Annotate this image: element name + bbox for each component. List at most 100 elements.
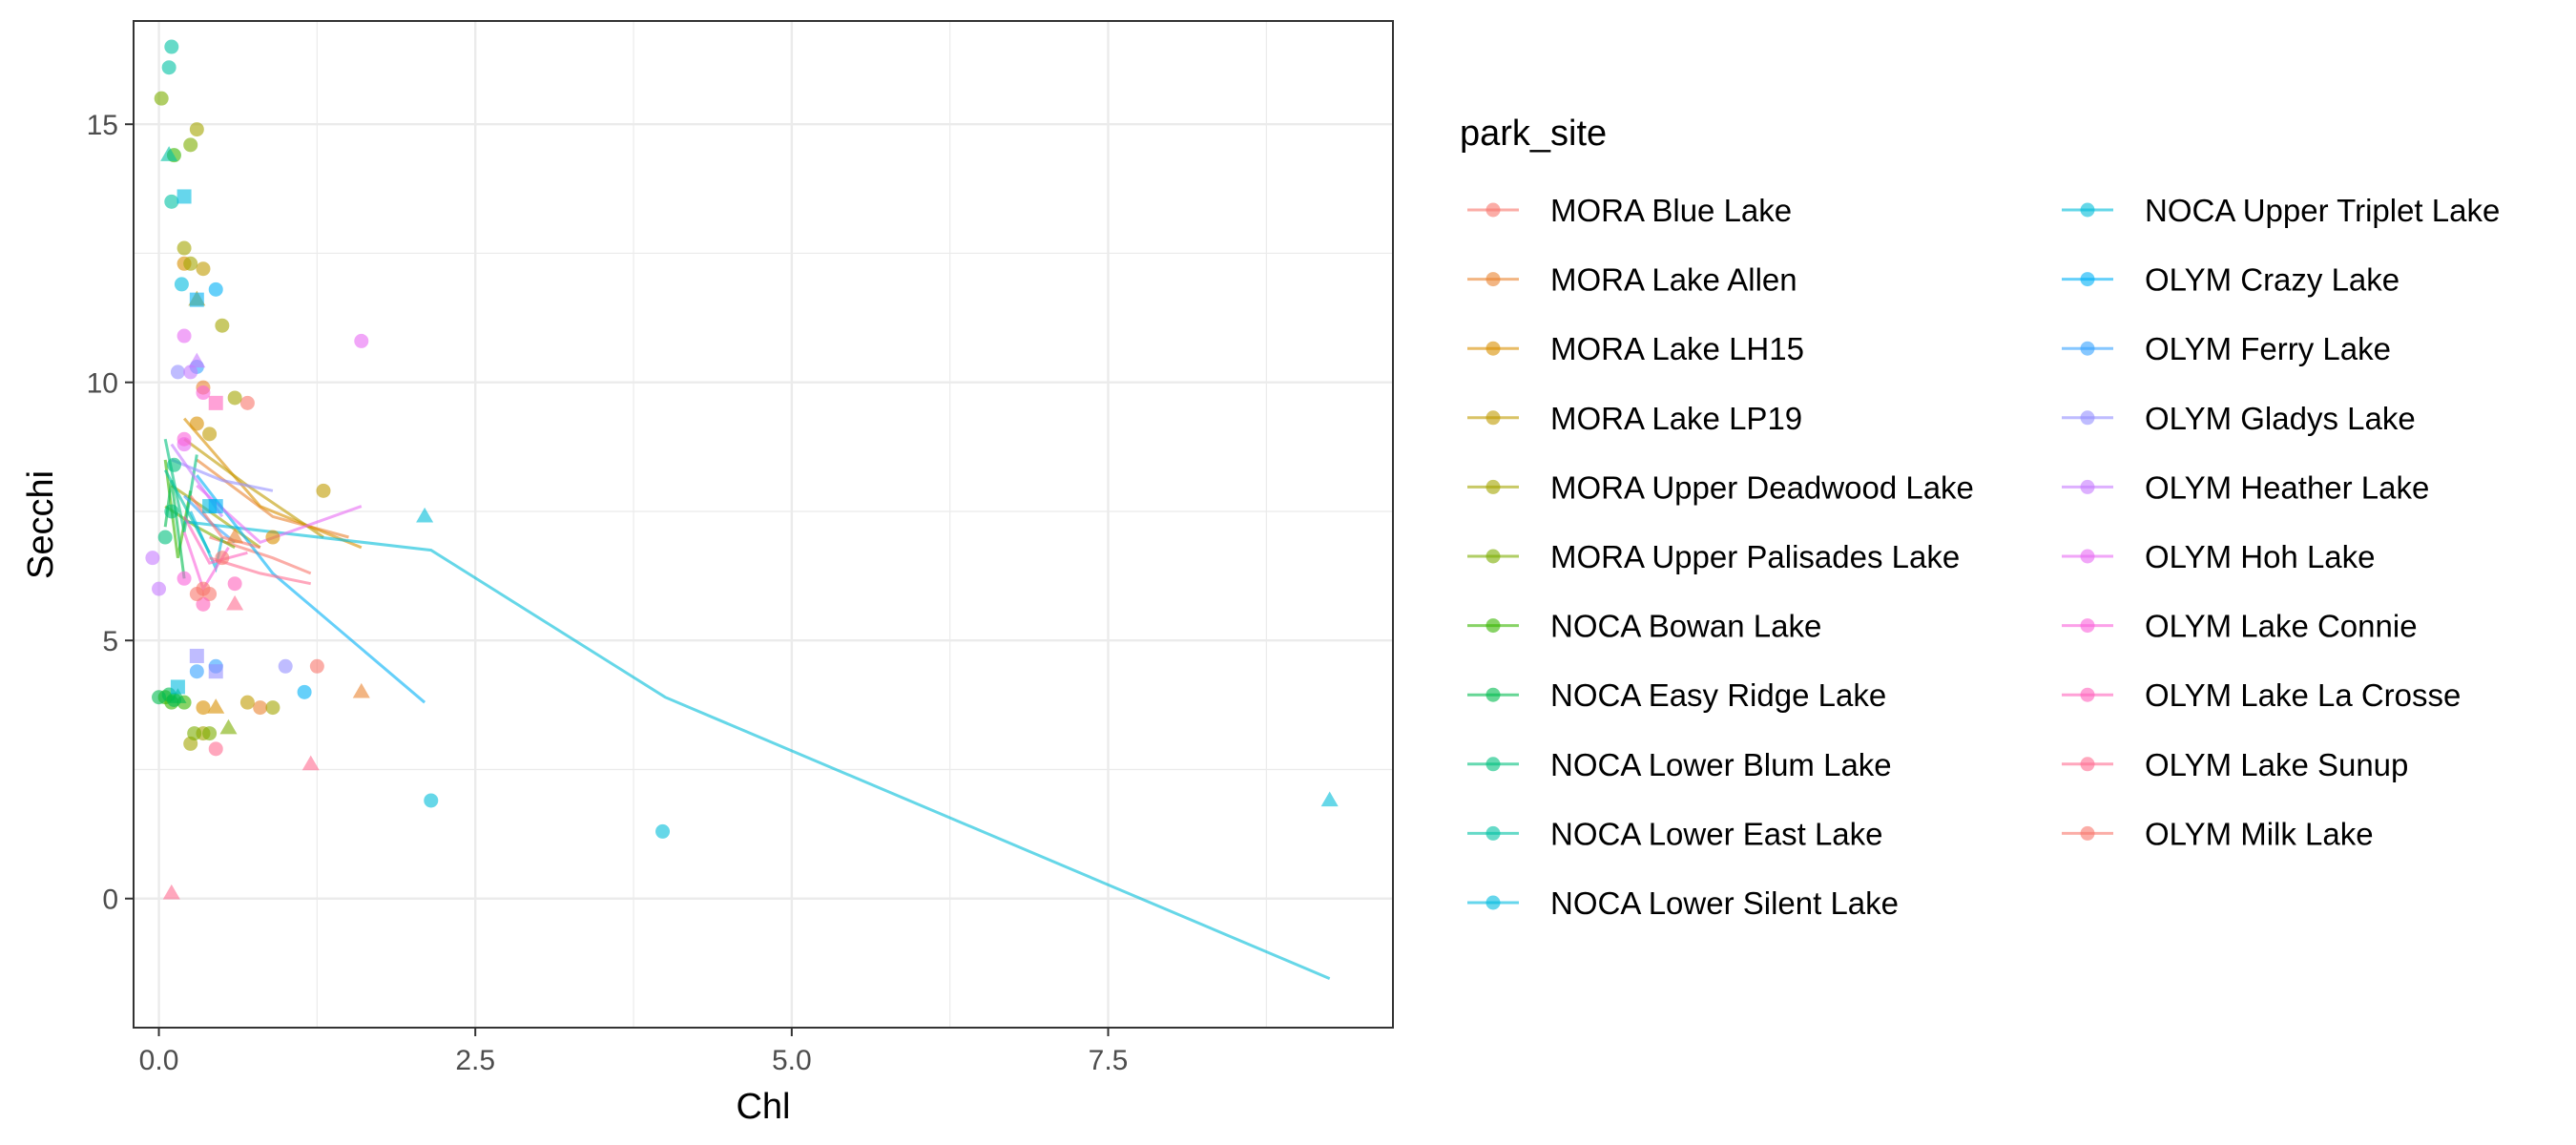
legend-label: MORA Lake LP19 <box>1550 401 1802 436</box>
legend-label: NOCA Easy Ridge Lake <box>1550 677 1886 713</box>
data-point <box>226 528 244 544</box>
data-point <box>162 884 180 900</box>
y-tick-label: 15 <box>87 110 118 141</box>
x-tick-label: 0.0 <box>139 1045 179 1076</box>
legend-item: NOCA Easy Ridge Lake <box>1467 677 1886 713</box>
legend-label: OLYM Lake Connie <box>2145 609 2418 644</box>
data-point <box>164 39 179 54</box>
data-point <box>239 695 255 710</box>
legend-key-point <box>2080 202 2095 218</box>
legend-label: NOCA Lower Blum Lake <box>1550 747 1892 782</box>
data-point <box>177 431 192 447</box>
data-point <box>189 648 204 663</box>
data-point <box>177 571 192 586</box>
data-point <box>189 587 204 602</box>
data-point <box>189 416 204 431</box>
x-axis-ticks: 0.0 2.5 5.0 7.5 <box>139 1028 1129 1076</box>
legend-label: MORA Upper Palisades Lake <box>1550 539 1960 574</box>
legend-key-point <box>2080 549 2095 564</box>
x-axis-title: Chl <box>736 1087 790 1127</box>
legend-key-point <box>1485 202 1501 218</box>
legend-label: NOCA Bowan Lake <box>1550 609 1821 644</box>
data-point <box>207 698 225 714</box>
data-points <box>145 39 1339 900</box>
legend-item: OLYM Lake Sunup <box>2062 747 2408 782</box>
data-point <box>170 679 185 695</box>
data-point <box>196 700 211 716</box>
legend-item: MORA Upper Palisades Lake <box>1467 539 1960 574</box>
data-point <box>177 240 192 256</box>
legend-label: OLYM Hoh Lake <box>2145 539 2376 574</box>
legend-key-point <box>1485 272 1501 287</box>
plot-panel-background <box>134 21 1393 1028</box>
data-point <box>152 581 167 596</box>
data-point <box>196 385 211 401</box>
legend-title: park_site <box>1460 114 1607 154</box>
legend-label: OLYM Lake Sunup <box>2145 747 2408 782</box>
data-point <box>208 664 223 679</box>
data-point <box>145 551 160 566</box>
legend-key-point <box>2080 272 2095 287</box>
legend-label: OLYM Ferry Lake <box>2145 331 2391 366</box>
series-line <box>182 417 363 550</box>
data-point <box>202 427 218 442</box>
legend-item: NOCA Bowan Lake <box>1467 609 1821 644</box>
legend-key-point <box>2080 410 2095 426</box>
x-tick-label: 7.5 <box>1089 1045 1129 1076</box>
data-point <box>208 395 223 410</box>
legend-label: NOCA Lower Silent Lake <box>1550 885 1899 921</box>
data-point <box>424 793 439 808</box>
x-tick-label: 2.5 <box>455 1045 495 1076</box>
legend-label: OLYM Milk Lake <box>2145 816 2374 851</box>
legend-item: MORA Upper Deadwood Lake <box>1467 469 1974 505</box>
data-point <box>215 318 230 333</box>
data-point <box>189 664 204 679</box>
data-point <box>170 364 185 380</box>
data-point <box>316 483 331 498</box>
series-line <box>183 520 1331 980</box>
legend-key-point <box>2080 341 2095 356</box>
data-point <box>416 507 434 523</box>
data-point <box>253 700 268 716</box>
data-point <box>219 718 238 735</box>
legend-item: OLYM Lake La Crosse <box>2062 677 2461 713</box>
legend-key-point <box>1485 479 1501 494</box>
data-point <box>166 457 181 472</box>
data-point <box>227 390 242 406</box>
legend-item: OLYM Gladys Lake <box>2062 401 2416 436</box>
legend-item: NOCA Lower Blum Lake <box>1467 747 1892 782</box>
legend-key-point <box>1485 341 1501 356</box>
data-point <box>177 328 192 344</box>
legend-key-point <box>1485 687 1501 702</box>
legend-item: MORA Lake LP19 <box>1467 401 1802 436</box>
y-tick-label: 0 <box>102 885 118 916</box>
legend-label: OLYM Lake La Crosse <box>2145 677 2461 713</box>
y-tick-label: 10 <box>87 368 118 400</box>
data-point <box>1320 791 1339 807</box>
data-point <box>169 688 187 703</box>
legend-label: MORA Blue Lake <box>1550 193 1792 228</box>
series-lines <box>163 417 1331 980</box>
data-point <box>164 194 179 209</box>
legend-key-point <box>2080 757 2095 772</box>
data-point <box>183 137 198 153</box>
legend-item: OLYM Hoh Lake <box>2062 539 2376 574</box>
data-point <box>177 189 192 204</box>
legend-label: MORA Lake LH15 <box>1550 331 1804 366</box>
legend-key-point <box>2080 618 2095 634</box>
legend-key-point <box>1485 895 1501 910</box>
legend-item: NOCA Lower East Lake <box>1467 816 1883 851</box>
data-point <box>208 741 223 757</box>
legend-item: NOCA Lower Silent Lake <box>1467 885 1899 921</box>
data-point <box>157 530 173 545</box>
legend-item: OLYM Milk Lake <box>2062 816 2374 851</box>
legend-label: OLYM Crazy Lake <box>2145 262 2399 298</box>
data-point <box>161 60 177 75</box>
legend-key-point <box>1485 757 1501 772</box>
grid-lines <box>134 21 1393 1029</box>
data-point <box>208 281 223 297</box>
data-point <box>160 146 178 161</box>
data-point <box>226 594 244 611</box>
legend-key-point <box>2080 825 2095 841</box>
